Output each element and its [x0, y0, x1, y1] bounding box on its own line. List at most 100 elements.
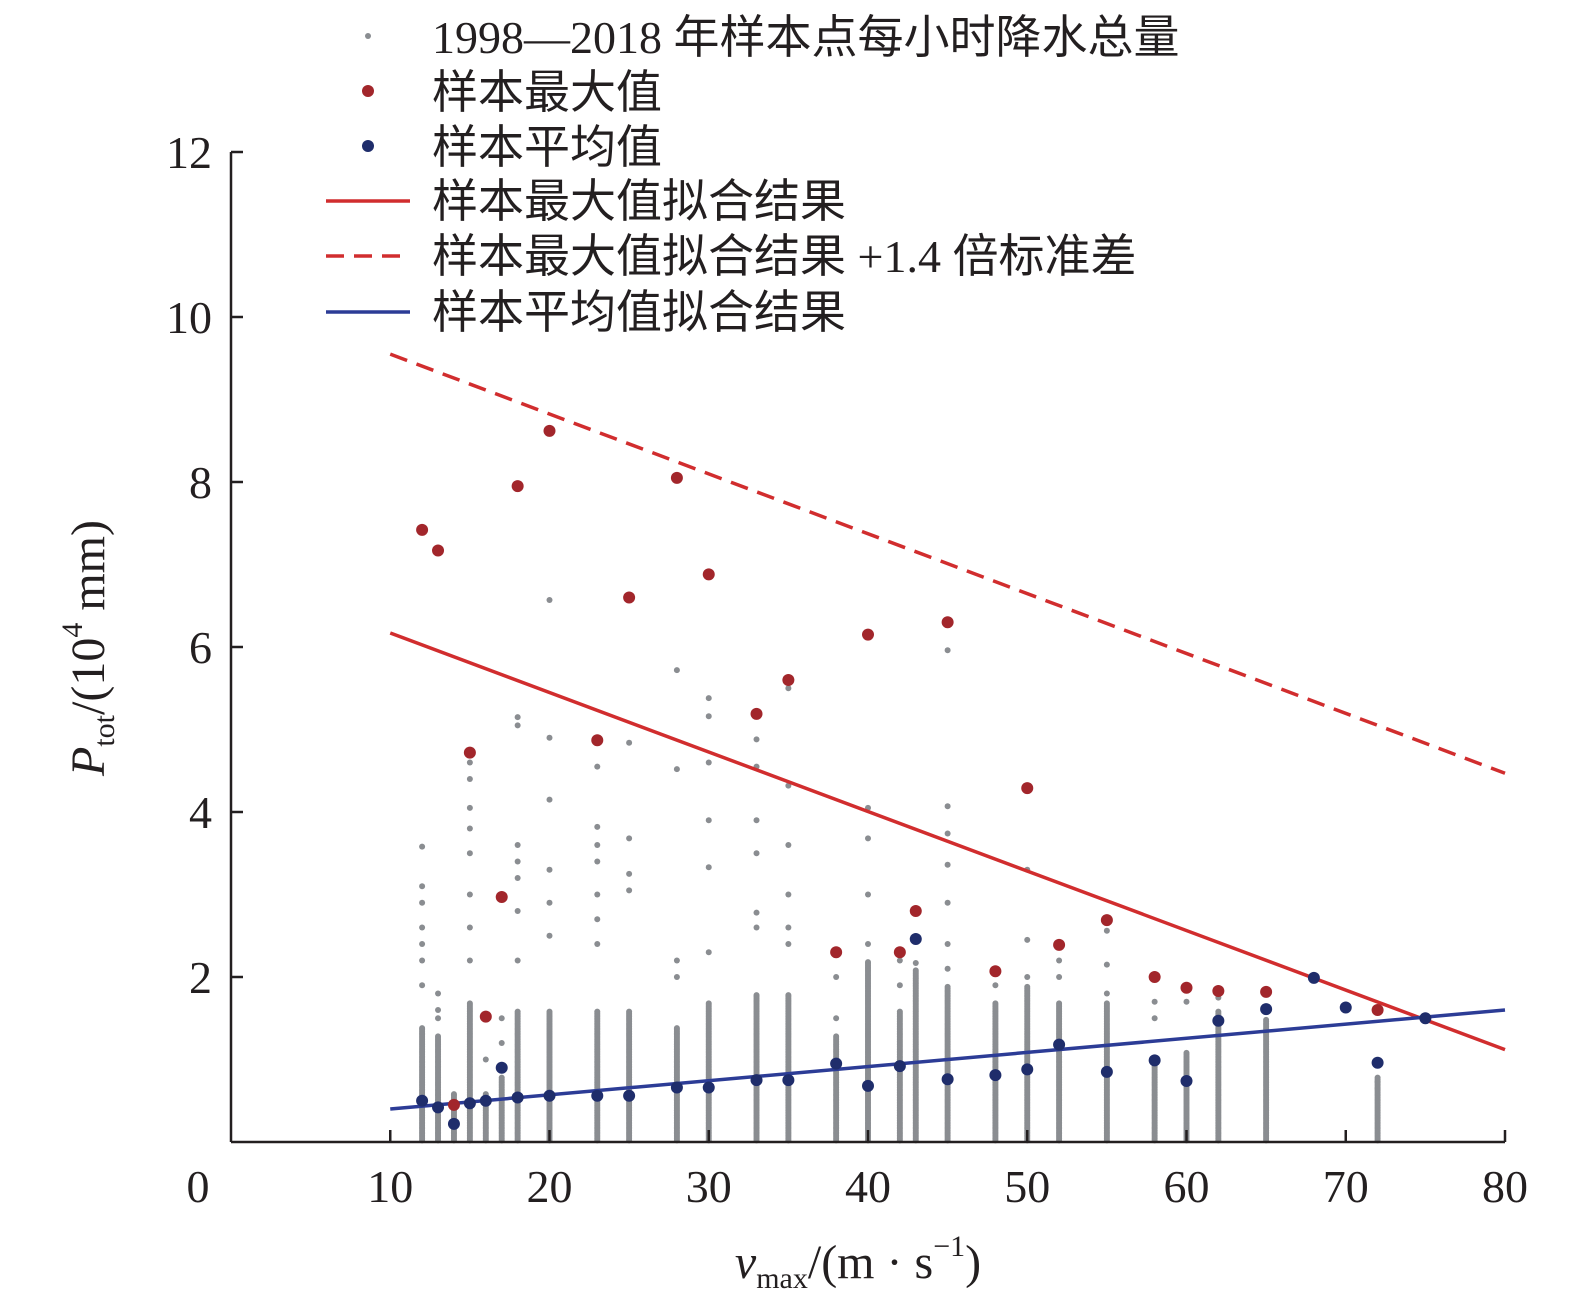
raw-point — [450, 1091, 457, 1098]
raw-point — [435, 1033, 442, 1040]
y-tick-label: 2 — [189, 952, 212, 1003]
max-point — [543, 424, 556, 437]
mean-point — [1148, 1054, 1161, 1067]
max-point — [1053, 938, 1066, 951]
max-point — [750, 707, 763, 720]
mean-point — [893, 1060, 906, 1073]
raw-point — [785, 941, 792, 947]
raw-point — [705, 949, 712, 956]
y-axis-label-main: P — [62, 747, 115, 777]
fit-line — [390, 1008, 1506, 1111]
raw-point-column — [896, 957, 903, 1144]
mean-point — [989, 1069, 1002, 1082]
mean-point — [1180, 1074, 1193, 1087]
raw-point — [753, 992, 760, 999]
raw-point — [753, 924, 760, 931]
raw-point — [1263, 1016, 1270, 1023]
x-tick-label: 40 — [845, 1161, 891, 1212]
raw-point — [498, 1040, 505, 1046]
raw-point-column — [466, 759, 473, 1144]
raw-point — [785, 891, 792, 898]
raw-point — [514, 1008, 521, 1015]
raw-point-column — [705, 695, 712, 1144]
mean-point — [830, 1057, 843, 1070]
y-tick-label: 6 — [189, 622, 212, 673]
raw-point — [514, 858, 521, 865]
raw-point-column — [546, 596, 553, 1144]
raw-point — [1056, 974, 1063, 980]
raw-point-column — [1103, 927, 1110, 1144]
raw-point — [944, 983, 951, 990]
raw-point-column — [753, 736, 760, 1144]
mean-point — [782, 1074, 795, 1087]
max-point — [432, 544, 445, 557]
x-axis-label: vmax/(m · s−1) — [735, 1230, 981, 1295]
raw-point — [514, 957, 521, 964]
raw-point — [944, 941, 951, 947]
raw-point-column — [1374, 1074, 1381, 1144]
max-point — [989, 965, 1002, 978]
raw-point — [785, 842, 792, 848]
raw-point — [419, 1025, 426, 1032]
raw-point — [594, 823, 601, 830]
max-point — [623, 591, 636, 604]
max-point — [447, 1098, 460, 1111]
mean-point — [862, 1079, 874, 1092]
raw-point — [753, 850, 760, 857]
raw-point — [753, 736, 760, 743]
raw-point — [466, 850, 473, 857]
legend-item: 样本最大值拟合结果 — [326, 176, 846, 227]
legend-label: 样本平均值拟合结果 — [432, 287, 846, 338]
raw-point — [944, 965, 951, 972]
mean-point — [1021, 1063, 1034, 1076]
raw-point-column — [944, 647, 951, 1144]
raw-point — [1103, 961, 1110, 968]
y-tick-label: 8 — [189, 457, 212, 508]
raw-point — [944, 899, 951, 906]
raw-point — [594, 763, 601, 770]
raw-point — [419, 941, 426, 947]
mean-point — [623, 1089, 636, 1102]
raw-point — [626, 870, 633, 877]
raw-point — [673, 974, 680, 980]
mean-point — [479, 1094, 492, 1107]
raw-point — [419, 982, 426, 989]
max-point — [909, 905, 922, 917]
raw-point — [546, 932, 553, 939]
max-point — [1371, 1004, 1384, 1016]
raw-point-column — [1183, 998, 1190, 1144]
raw-point — [753, 909, 760, 916]
raw-point — [673, 766, 680, 773]
legend-marker — [362, 85, 374, 97]
raw-point — [944, 803, 951, 810]
raw-point — [419, 883, 426, 890]
raw-point — [865, 835, 871, 842]
raw-point — [466, 957, 473, 964]
raw-point — [865, 941, 871, 947]
legend-label: 样本平均值 — [432, 122, 662, 173]
legend-marker — [362, 140, 374, 152]
raw-point — [992, 1000, 999, 1007]
raw-point-column — [1151, 998, 1158, 1144]
raw-point-column — [833, 974, 840, 1144]
raw-point-column — [785, 685, 792, 1144]
max-point — [1100, 914, 1113, 927]
raw-point — [865, 959, 871, 966]
raw-point — [546, 596, 553, 603]
y-axis-label-unit: /(10 — [62, 638, 115, 715]
legend-item: 1998—2018 年样本点每小时降水总量 — [365, 12, 1180, 63]
raw-point — [498, 1015, 505, 1022]
raw-point — [466, 924, 473, 931]
raw-point — [546, 866, 553, 873]
raw-point — [1374, 1085, 1381, 1092]
raw-point — [785, 992, 792, 999]
raw-point-column — [1263, 1016, 1270, 1144]
raw-point — [753, 817, 760, 824]
mean-point — [591, 1089, 604, 1102]
raw-point — [594, 858, 601, 865]
raw-point — [626, 835, 633, 842]
legend-label: 样本最大值拟合结果 +1.4 倍标准差 — [432, 231, 1136, 282]
y-axis-label-sup: 4 — [56, 623, 89, 638]
mean-point — [511, 1091, 524, 1104]
